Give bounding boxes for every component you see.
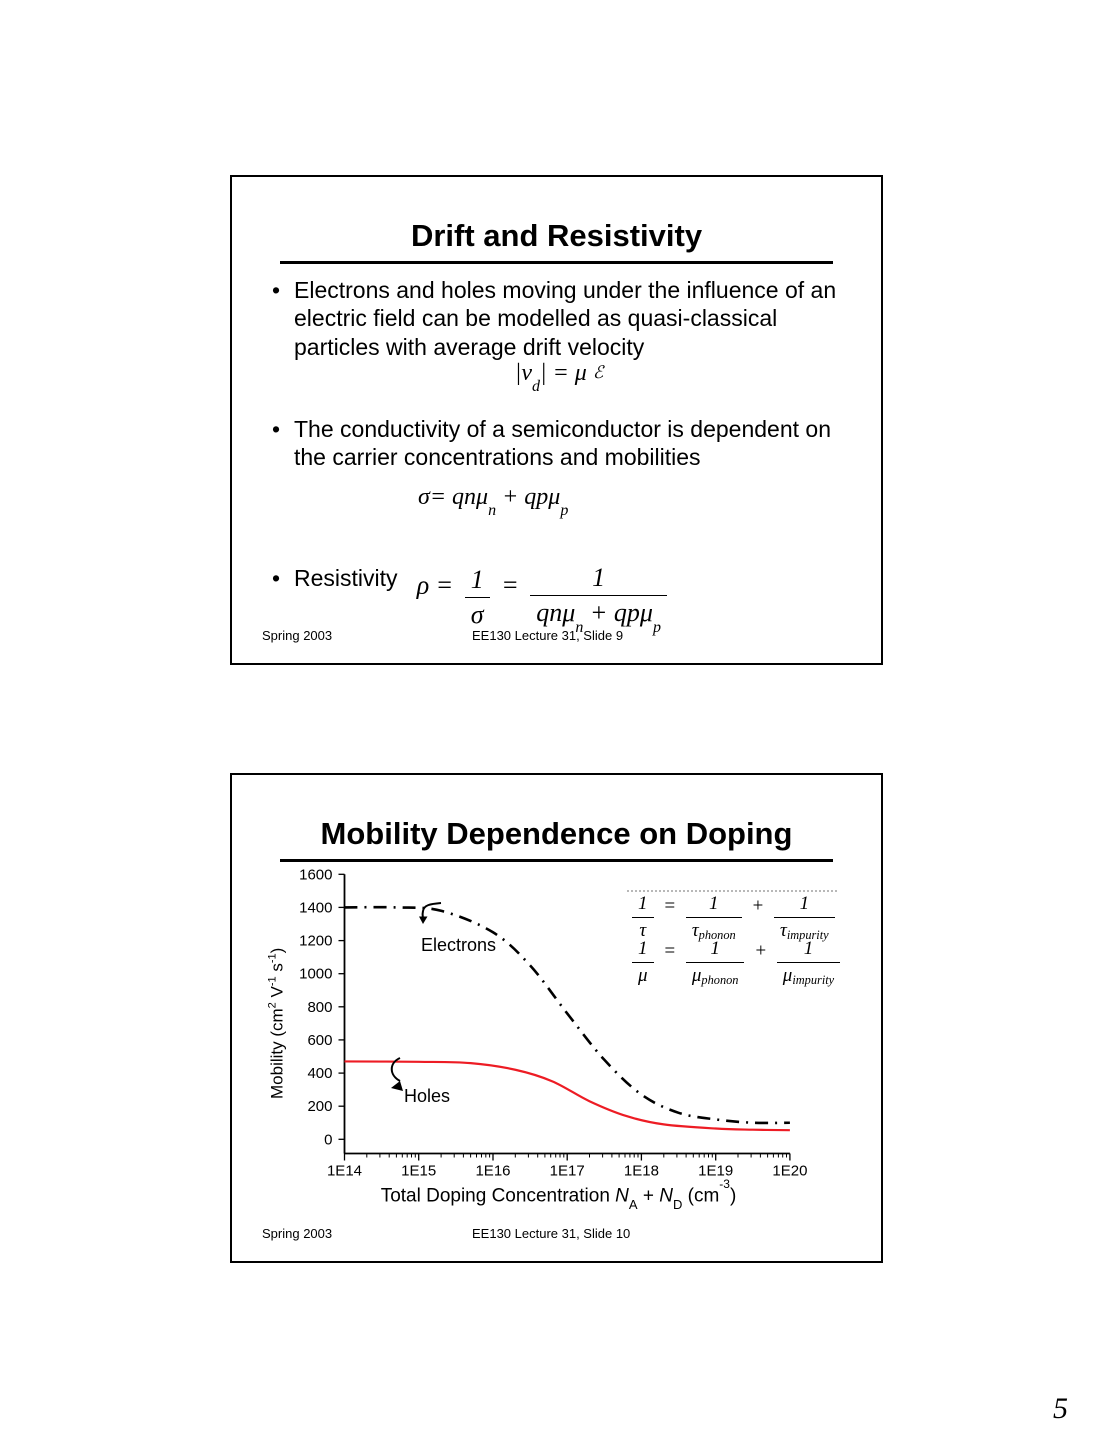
svg-text:1400: 1400 xyxy=(299,899,332,916)
svg-text:1E16: 1E16 xyxy=(475,1163,510,1180)
svg-text:1000: 1000 xyxy=(299,966,332,983)
svg-text:1600: 1600 xyxy=(299,866,332,883)
svg-text:1E17: 1E17 xyxy=(550,1163,585,1180)
svg-text:1E20: 1E20 xyxy=(772,1163,807,1180)
svg-text:200: 200 xyxy=(307,1098,332,1115)
svg-text:1E15: 1E15 xyxy=(401,1163,436,1180)
svg-text:800: 800 xyxy=(307,999,332,1016)
svg-text:1E14: 1E14 xyxy=(327,1163,362,1180)
svg-text:600: 600 xyxy=(307,1032,332,1049)
svg-text:Holes: Holes xyxy=(404,1086,450,1106)
svg-text:Electrons: Electrons xyxy=(421,935,496,955)
svg-text:400: 400 xyxy=(307,1065,332,1082)
svg-text:1E18: 1E18 xyxy=(624,1163,659,1180)
svg-text:0: 0 xyxy=(324,1131,332,1148)
svg-text:1200: 1200 xyxy=(299,933,332,950)
